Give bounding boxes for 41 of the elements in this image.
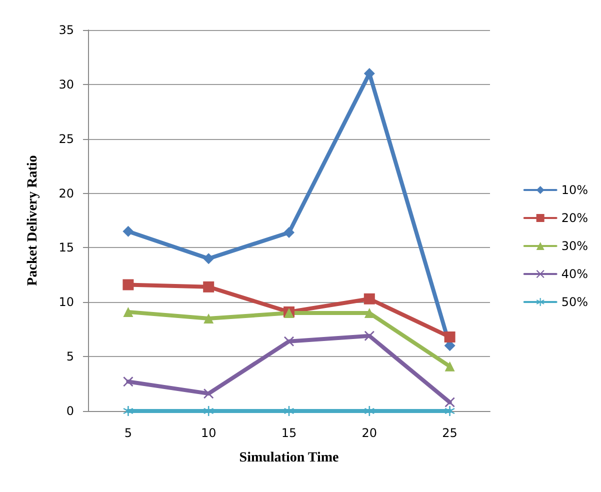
x-axis-title: Simulation Time bbox=[239, 450, 339, 466]
x-tick-label: 10 bbox=[200, 426, 216, 440]
legend-label: 20% bbox=[561, 211, 588, 225]
point bbox=[444, 397, 455, 408]
point bbox=[123, 306, 134, 317]
y-tick-label: 0 bbox=[66, 404, 74, 418]
point bbox=[364, 406, 374, 416]
y-tick-label: 15 bbox=[58, 240, 74, 255]
x-tick-label: 25 bbox=[442, 426, 458, 440]
point bbox=[444, 361, 455, 372]
point bbox=[364, 293, 375, 304]
point bbox=[204, 388, 214, 399]
y-tick-label: 25 bbox=[58, 132, 74, 146]
legend-label: 10% bbox=[561, 183, 588, 197]
legend-label: 30% bbox=[561, 239, 588, 253]
legend-label: 40% bbox=[561, 267, 588, 281]
point bbox=[444, 406, 455, 416]
point bbox=[123, 406, 134, 416]
point bbox=[122, 226, 134, 237]
x-tick-label: 5 bbox=[124, 426, 132, 440]
x-tick-label: 20 bbox=[362, 426, 378, 440]
point bbox=[204, 313, 214, 324]
point bbox=[284, 336, 294, 346]
y-tick-label: 10 bbox=[58, 295, 74, 310]
point bbox=[364, 308, 374, 318]
point bbox=[122, 279, 134, 290]
point bbox=[123, 376, 134, 387]
y-tick-label: 5 bbox=[66, 350, 74, 364]
legend-label: 50% bbox=[561, 295, 588, 309]
point bbox=[204, 406, 214, 416]
x-tick-label: 15 bbox=[281, 426, 297, 440]
y-axis-title: Packet Delivery Ratio bbox=[26, 155, 40, 286]
y-tick-label: 30 bbox=[58, 77, 74, 92]
y-tick-label: 20 bbox=[58, 186, 74, 200]
point bbox=[203, 281, 214, 292]
y-tick-label: 35 bbox=[58, 23, 74, 37]
point bbox=[284, 406, 294, 416]
point bbox=[284, 226, 294, 238]
point bbox=[364, 330, 374, 341]
point bbox=[203, 253, 214, 264]
point bbox=[444, 331, 456, 342]
